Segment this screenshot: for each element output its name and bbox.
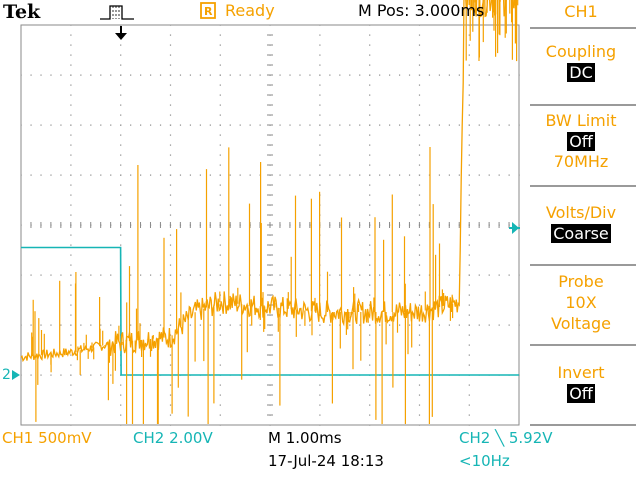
- menu-bw-limit-button[interactable]: BW Limit Off 70MHz: [528, 111, 634, 172]
- bw-limit-value: Off: [567, 132, 595, 151]
- graticule-grid: [20, 24, 520, 426]
- acquisition-pulse-icon: [100, 5, 134, 20]
- svg-text:R: R: [204, 5, 213, 18]
- menu-separator: [530, 185, 636, 187]
- timebase-readout: M 1.00ms: [268, 429, 342, 447]
- ch2-trace: [21, 246, 519, 376]
- menu-separator: [530, 424, 636, 426]
- menu-separator: [530, 344, 636, 346]
- channel-menu: CH1 Coupling DC BW Limit Off 70MHz Volts…: [528, 0, 640, 480]
- menu-coupling-button[interactable]: Coupling DC: [528, 42, 634, 82]
- bw-limit-label: BW Limit: [545, 111, 617, 130]
- menu-probe-button[interactable]: Probe 10X Voltage: [528, 272, 634, 334]
- ch2-ground-label: 2: [2, 367, 11, 383]
- trigger-position-marker: [115, 26, 127, 40]
- invert-label: Invert: [557, 363, 605, 382]
- graticule-center-ticks: [20, 24, 520, 426]
- bw-limit-frequency: 70MHz: [553, 152, 609, 171]
- ch1-noise-spikes: [31, 0, 519, 424]
- coupling-value: DC: [567, 63, 595, 82]
- menu-channel-title: CH1: [564, 2, 598, 21]
- menu-volts-div-button[interactable]: Volts/Div Coarse: [528, 203, 634, 243]
- trigger-readout: CH2 ╲ 5.92V: [459, 429, 553, 447]
- menu-separator: [530, 27, 636, 29]
- ch2-scale-readout: CH2 2.00V: [133, 429, 213, 447]
- frequency-readout: <10Hz: [459, 452, 510, 470]
- menu-separator: [530, 104, 636, 106]
- ch1-scale-readout: CH1 500mV: [2, 429, 92, 447]
- probe-type: Voltage: [550, 314, 611, 333]
- brand-logo: Tek: [3, 1, 41, 23]
- horizontal-position: M Pos: 3.000ms: [358, 1, 485, 20]
- ch2-ground-arrow: [12, 370, 20, 380]
- probe-label: Probe: [558, 272, 604, 291]
- volts-div-value: Coarse: [551, 224, 611, 243]
- invert-value: Off: [567, 384, 595, 403]
- coupling-label: Coupling: [545, 42, 617, 61]
- volts-div-label: Volts/Div: [545, 203, 617, 222]
- probe-attenuation: 10X: [565, 293, 597, 312]
- date-time-readout: 17-Jul-24 18:13: [268, 452, 384, 470]
- menu-invert-button[interactable]: Invert Off: [528, 363, 634, 403]
- acquisition-status: Ready: [225, 1, 275, 20]
- menu-separator: [530, 264, 636, 266]
- ready-status-icon: [200, 2, 216, 19]
